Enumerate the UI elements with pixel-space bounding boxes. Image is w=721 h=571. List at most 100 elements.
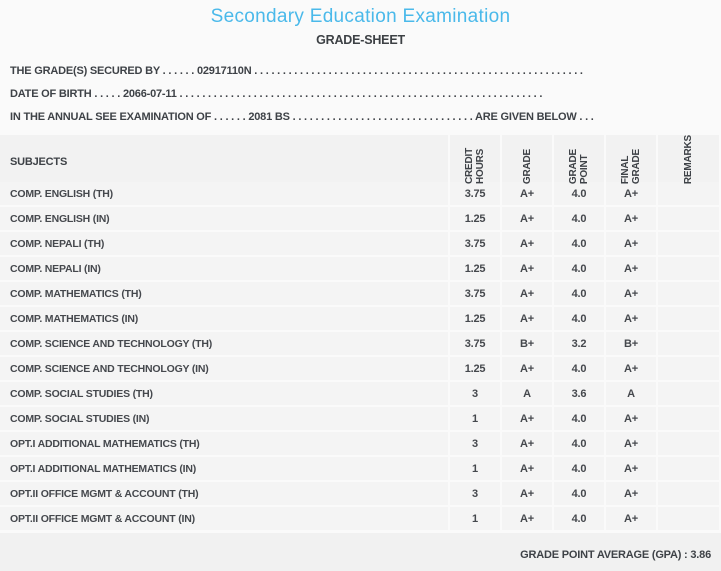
- dots: . . .: [576, 111, 594, 123]
- table-row: COMP. ENGLISH (IN) 1.25 A+ 4.0 A+: [0, 207, 721, 230]
- remarks-value: [658, 507, 719, 530]
- grade-point-value: 4.0: [554, 482, 604, 505]
- remarks-value: [658, 232, 719, 255]
- remarks-value: [658, 282, 719, 305]
- gpa-value: 3.86: [690, 549, 711, 561]
- grade-value: B+: [502, 332, 552, 355]
- date-of-birth-value: 2066-07-11: [122, 88, 177, 100]
- table-row: OPT.I ADDITIONAL MATHEMATICS (IN) 1 A+ 4…: [0, 457, 721, 480]
- grade-value: A+: [502, 407, 552, 430]
- subject-name: COMP. SCIENCE AND TECHNOLOGY (IN): [0, 357, 448, 380]
- credit-hours-value: 3.75: [450, 332, 500, 355]
- final-grade-value: A+: [606, 282, 656, 305]
- final-grade-value: B+: [606, 332, 656, 355]
- student-info-block: THE GRADE(S) SECURED BY . . . . . . 0291…: [10, 60, 711, 129]
- grades-secured-line: THE GRADE(S) SECURED BY . . . . . . 0291…: [10, 60, 711, 83]
- table-header-row: SUBJECTS CREDIT HOURS GRADE GRADE POINT …: [0, 135, 721, 189]
- are-given-below-label: ARE GIVEN BELOW: [475, 111, 577, 123]
- dots: . . . . . . . . . . . . . . . . . . . . …: [176, 88, 543, 100]
- subject-name: OPT.I ADDITIONAL MATHEMATICS (IN): [0, 457, 448, 480]
- credit-hours-value: 3.75: [450, 232, 500, 255]
- grade-value: A+: [502, 357, 552, 380]
- column-header-subjects: SUBJECTS: [0, 135, 448, 189]
- grade-value: A+: [502, 457, 552, 480]
- grade-value: A+: [502, 282, 552, 305]
- remarks-value: [658, 182, 719, 205]
- final-grade-value: A+: [606, 182, 656, 205]
- table-row: OPT.II OFFICE MGMT & ACCOUNT (TH) 3 A+ 4…: [0, 482, 721, 505]
- grade-value: A+: [502, 432, 552, 455]
- remarks-value: [658, 382, 719, 405]
- symbol-number-value: 02917110N: [196, 65, 252, 77]
- subject-name: COMP. NEPALI (IN): [0, 257, 448, 280]
- remarks-value: [658, 407, 719, 430]
- final-grade-value: A+: [606, 257, 656, 280]
- grade-point-value: 4.0: [554, 282, 604, 305]
- grade-point-value: 4.0: [554, 507, 604, 530]
- remarks-label: REMARKS: [683, 135, 694, 185]
- dots: . . . . . .: [159, 65, 197, 77]
- final-grade-value: A+: [606, 232, 656, 255]
- remarks-value: [658, 482, 719, 505]
- subject-name: COMP. ENGLISH (IN): [0, 207, 448, 230]
- subject-name: COMP. MATHEMATICS (IN): [0, 307, 448, 330]
- credit-hours-value: 1.25: [450, 307, 500, 330]
- final-grade-label: FINAL GRADE: [620, 149, 642, 185]
- exam-year-line: IN THE ANNUAL SEE EXAMINATION OF . . . .…: [10, 106, 711, 129]
- remarks-value: [658, 457, 719, 480]
- table-row: COMP. SCIENCE AND TECHNOLOGY (IN) 1.25 A…: [0, 357, 721, 380]
- table-row: COMP. ENGLISH (TH) 3.75 A+ 4.0 A+: [0, 182, 721, 205]
- subject-name: COMP. NEPALI (TH): [0, 232, 448, 255]
- dots: . . . . . . . . . . . . . . . . . . . . …: [251, 65, 583, 77]
- dots: . . . . .: [91, 88, 123, 100]
- credit-hours-value: 3: [450, 482, 500, 505]
- grade-point-value: 4.0: [554, 257, 604, 280]
- subject-name: COMP. SOCIAL STUDIES (TH): [0, 382, 448, 405]
- subject-name: OPT.I ADDITIONAL MATHEMATICS (TH): [0, 432, 448, 455]
- table-row: OPT.I ADDITIONAL MATHEMATICS (TH) 3 A+ 4…: [0, 432, 721, 455]
- subject-name: COMP. ENGLISH (TH): [0, 182, 448, 205]
- credit-hours-value: 3: [450, 382, 500, 405]
- credit-hours-value: 3: [450, 432, 500, 455]
- gpa-line: GRADE POINT AVERAGE (GPA) : 3.86: [0, 549, 711, 561]
- subject-name: COMP. SOCIAL STUDIES (IN): [0, 407, 448, 430]
- table-row: COMP. SCIENCE AND TECHNOLOGY (TH) 3.75 B…: [0, 332, 721, 355]
- grade-value: A+: [502, 482, 552, 505]
- grade-point-value: 4.0: [554, 182, 604, 205]
- grade-point-label: GRADE POINT: [568, 149, 590, 185]
- final-grade-value: A: [606, 382, 656, 405]
- credit-hours-value: 1.25: [450, 207, 500, 230]
- grade-point-value: 4.0: [554, 407, 604, 430]
- final-grade-value: A+: [606, 207, 656, 230]
- table-row: COMP. MATHEMATICS (IN) 1.25 A+ 4.0 A+: [0, 307, 721, 330]
- page-title: Secondary Education Examination: [210, 6, 511, 27]
- final-grade-value: A+: [606, 407, 656, 430]
- table-row: COMP. NEPALI (TH) 3.75 A+ 4.0 A+: [0, 232, 721, 255]
- grade-point-value: 3.6: [554, 382, 604, 405]
- grade-point-value: 4.0: [554, 457, 604, 480]
- credit-hours-value: 1.25: [450, 357, 500, 380]
- dots: . . . . . . . . . . . . . . . . . . . . …: [289, 111, 475, 123]
- credit-hours-value: 3.75: [450, 182, 500, 205]
- grade-value: A+: [502, 307, 552, 330]
- credit-hours-value: 1: [450, 507, 500, 530]
- subject-name: COMP. SCIENCE AND TECHNOLOGY (TH): [0, 332, 448, 355]
- date-of-birth-line: DATE OF BIRTH . . . . . 2066-07-11 . . .…: [10, 83, 711, 106]
- dots: . . . . . .: [211, 111, 249, 123]
- grade-point-value: 4.0: [554, 232, 604, 255]
- grade-value: A+: [502, 507, 552, 530]
- final-grade-value: A+: [606, 507, 656, 530]
- footer-band: GRADE POINT AVERAGE (GPA) : 3.86: [0, 533, 721, 571]
- table-row: COMP. MATHEMATICS (TH) 3.75 A+ 4.0 A+: [0, 282, 721, 305]
- subject-name: OPT.II OFFICE MGMT & ACCOUNT (IN): [0, 507, 448, 530]
- gradesheet-subtitle: GRADE-SHEET: [316, 33, 405, 47]
- column-header-remarks: REMARKS: [658, 135, 719, 189]
- column-header-credit-hours: CREDIT HOURS: [450, 135, 500, 189]
- final-grade-value: A+: [606, 432, 656, 455]
- credit-hours-value: 1: [450, 407, 500, 430]
- credit-hours-label: CREDIT HOURS: [464, 148, 486, 185]
- credit-hours-value: 1: [450, 457, 500, 480]
- grade-point-value: 4.0: [554, 432, 604, 455]
- grade-point-value: 4.0: [554, 357, 604, 380]
